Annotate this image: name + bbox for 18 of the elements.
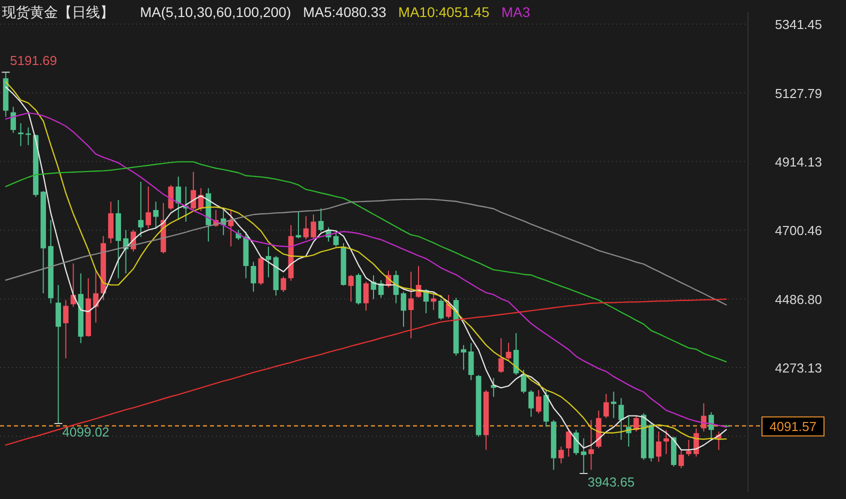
legend-item: MA5:4080.33 bbox=[303, 4, 386, 20]
y-tick-label: 4700.46 bbox=[775, 223, 822, 238]
legend-item: MA3 bbox=[501, 4, 530, 20]
annotation: 3943.65 bbox=[588, 474, 635, 490]
y-tick-label: 4914.13 bbox=[775, 154, 822, 170]
annotation: 4099.02 bbox=[62, 424, 110, 440]
y-tick-label: 5341.45 bbox=[775, 17, 822, 32]
title: 现货黄金【日线】 bbox=[2, 4, 114, 20]
annotation: 4099.02 bbox=[54, 423, 110, 440]
annotation: 3943.65 bbox=[579, 472, 635, 490]
ref-line-label: 4091.57 bbox=[770, 418, 816, 434]
y-tick-label: 4486.80 bbox=[775, 292, 822, 307]
y-tick-label: 4273.13 bbox=[775, 360, 822, 376]
annotation: 5191.69 bbox=[10, 53, 57, 68]
annotation: MA(5,10,30,60,100,200) bbox=[140, 4, 291, 20]
annotation: 5191.69 bbox=[1, 53, 57, 73]
legend-item: MA10:4051.45 bbox=[398, 4, 490, 20]
y-tick-label: 5127.79 bbox=[775, 86, 822, 101]
